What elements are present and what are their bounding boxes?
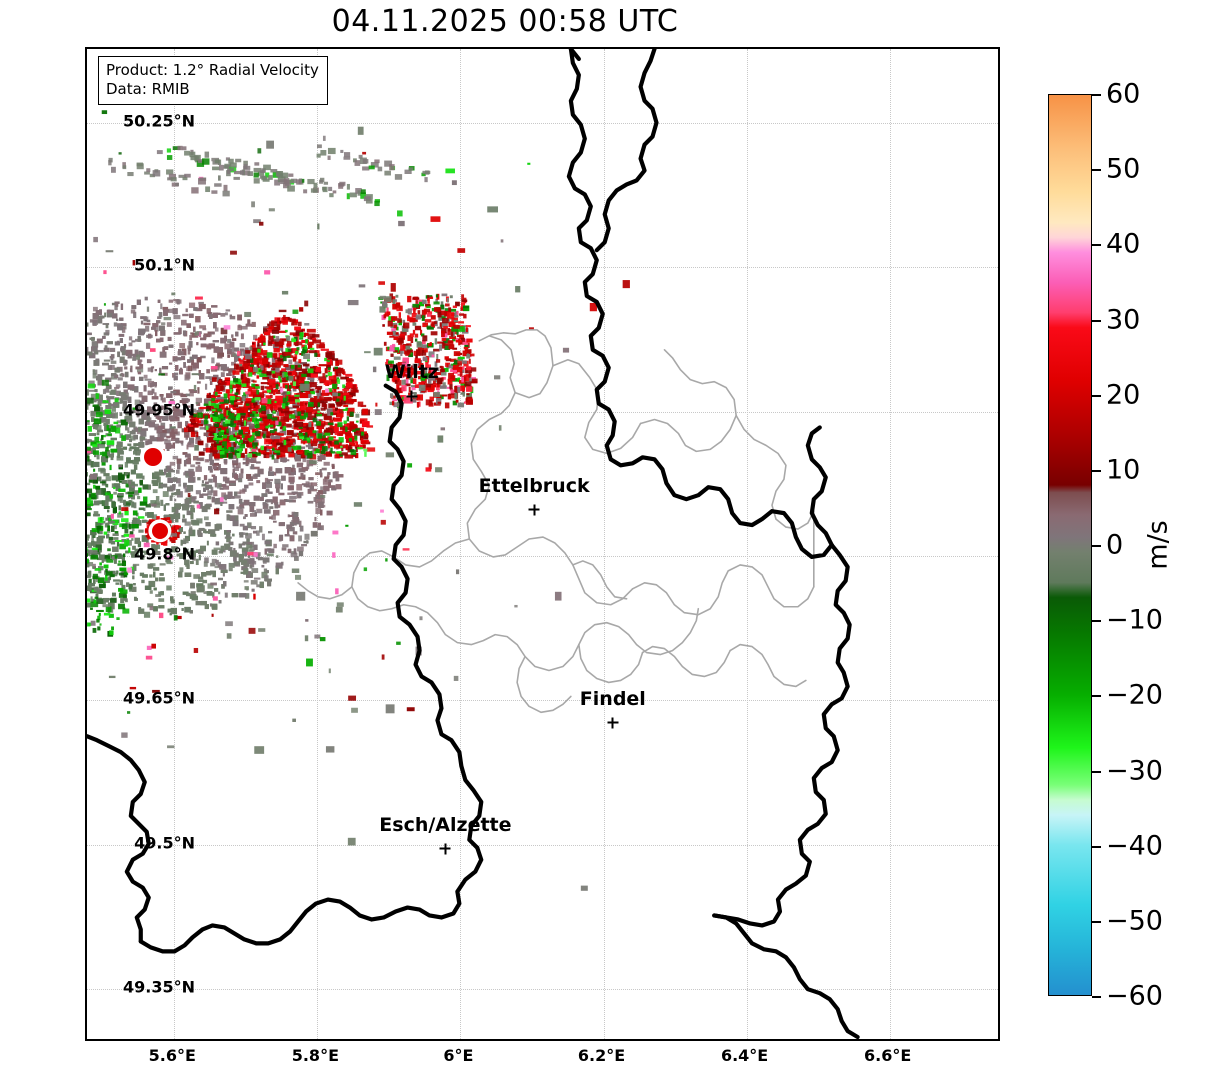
gridline-horizontal (87, 556, 998, 558)
longitude-tick-label: 6.6°E (864, 1046, 912, 1065)
colorbar-tick-mark (1092, 94, 1101, 96)
colorbar-tick-mark (1092, 695, 1101, 698)
gridline-horizontal (87, 989, 998, 991)
gridline-vertical (317, 49, 319, 1039)
latitude-tick-label: 49.95°N (123, 400, 195, 420)
gridline-horizontal (87, 844, 998, 846)
velocity-colorbar[interactable] (1048, 94, 1092, 996)
latitude-tick-label: 49.35°N (123, 977, 195, 997)
longitude-tick-label: 6.2°E (577, 1046, 626, 1065)
page-title: 04.11.2025 00:58 UTC (331, 4, 679, 39)
map-canvas (87, 49, 860, 1039)
gridline-vertical (460, 49, 462, 1039)
longitude-tick-label: 6°E (443, 1046, 474, 1065)
colorbar-tick-mark (1092, 620, 1101, 623)
colorbar-tick-mark (1092, 996, 1101, 998)
city-marker-icon (528, 504, 540, 516)
colorbar-tick-label: 30 (1106, 304, 1141, 335)
radar-site-marker (151, 523, 168, 540)
colorbar-tick-label: 10 (1106, 454, 1141, 486)
longitude-tick-label: 6.4°E (720, 1046, 769, 1065)
latitude-tick-label: 49.8°N (134, 544, 195, 564)
gridline-horizontal (87, 700, 998, 702)
colorbar-tick-label: −30 (1106, 755, 1163, 786)
colorbar-tick-label: −10 (1106, 604, 1163, 636)
latitude-tick-label: 49.5°N (134, 833, 195, 853)
latitude-tick-label: 50.1°N (134, 255, 195, 275)
longitude-tick-label: 5.8°E (291, 1046, 339, 1065)
product-legend-box: Product: 1.2° Radial Velocity Data: RMIB (98, 56, 328, 106)
city-marker-icon (607, 717, 619, 729)
map-clip: Wiltz Ettelbruck Findel Esch/Alzette Produc… (87, 49, 998, 1039)
legend-product-line: Product: 1.2° Radial Velocity (106, 61, 319, 79)
city-marker-icon (406, 390, 418, 402)
gridline-horizontal (87, 267, 998, 269)
gridline-vertical (889, 49, 891, 1039)
colorbar-tick-mark (1092, 920, 1101, 923)
colorbar-tick-label: 20 (1106, 379, 1141, 411)
colorbar-tick-label: 50 (1106, 153, 1141, 185)
colorbar-tick-label: −40 (1106, 830, 1163, 862)
colorbar-tick-label: 60 (1106, 78, 1141, 110)
legend-data-line: Data: RMIB (106, 80, 190, 99)
gridline-horizontal (87, 123, 998, 125)
colorbar-tick-mark (1092, 770, 1101, 773)
colorbar-tick-label: 0 (1106, 529, 1124, 561)
colorbar-tick-label: −20 (1106, 679, 1163, 711)
colorbar-tick-mark (1092, 545, 1101, 547)
colorbar-tick-mark (1092, 469, 1101, 472)
colorbar-tick-mark (1092, 169, 1101, 172)
gridline-vertical (746, 49, 748, 1039)
radar-map-axes[interactable]: Wiltz Ettelbruck Findel Esch/Alzette Produc… (85, 47, 1000, 1041)
longitude-tick-label: 5.6°E (148, 1046, 196, 1065)
colorbar-tick-mark (1092, 845, 1101, 848)
colorbar-tick-label: −60 (1106, 980, 1163, 1012)
latitude-tick-label: 50.25°N (123, 111, 195, 131)
colorbar-tick-label: 40 (1106, 228, 1141, 260)
city-marker-icon (439, 843, 451, 855)
colorbar-tick-label: −50 (1106, 905, 1163, 937)
district-boundaries (297, 329, 815, 714)
gridline-vertical (174, 49, 176, 1039)
radar-site-marker (143, 447, 162, 466)
colorbar-tick-mark (1092, 244, 1101, 247)
country-borders (87, 49, 860, 1039)
radar-echo-layer (87, 110, 630, 891)
colorbar-tick-mark (1092, 319, 1101, 322)
gridline-vertical (603, 49, 605, 1039)
gridline-horizontal (87, 411, 998, 413)
latitude-tick-label: 49.65°N (123, 688, 195, 708)
colorbar-gradient (1048, 94, 1092, 996)
colorbar-tick-mark (1092, 394, 1101, 397)
colorbar-unit-label: m/s (1142, 520, 1174, 570)
